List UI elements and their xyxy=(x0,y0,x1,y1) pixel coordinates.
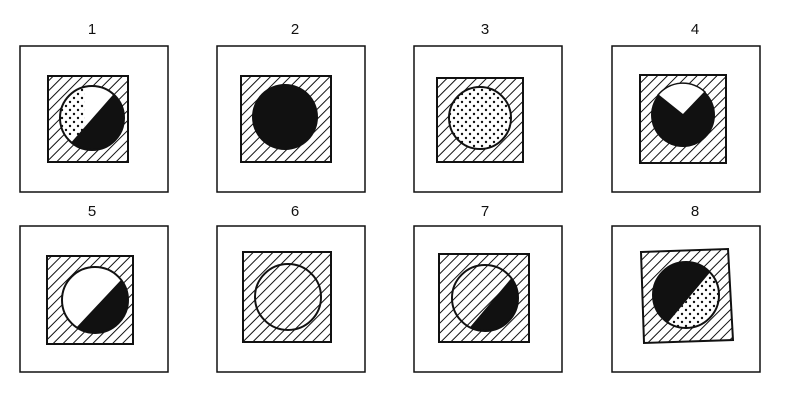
hatched-square xyxy=(242,251,332,343)
figure-frame xyxy=(216,225,366,373)
figure-7: 7 xyxy=(413,203,563,373)
figure-number: 1 xyxy=(88,21,96,38)
figure-number: 7 xyxy=(481,203,489,220)
figure-number: 6 xyxy=(291,203,299,220)
figure-frame xyxy=(413,45,563,193)
figure-number: 4 xyxy=(691,21,699,38)
figure-4: 4 xyxy=(611,21,761,193)
figure-frame xyxy=(216,45,366,193)
black-circle xyxy=(252,84,318,150)
figure-number: 5 xyxy=(88,203,96,220)
figure-number: 2 xyxy=(291,21,299,38)
figure-5: 5 xyxy=(19,203,169,373)
figure-frame xyxy=(19,225,169,373)
figure-frame xyxy=(19,45,169,193)
figure-number: 8 xyxy=(691,203,699,220)
figure-frame xyxy=(611,45,761,193)
hatched-circle xyxy=(254,263,322,331)
figure-frame xyxy=(611,225,761,373)
figure-8: 8 xyxy=(611,203,761,373)
figure-3: 3 xyxy=(413,21,563,193)
figure-2: 2 xyxy=(216,21,366,193)
dotted-circle xyxy=(448,86,512,150)
figure-6: 6 xyxy=(216,203,366,373)
figure-number: 3 xyxy=(481,21,489,38)
white-wedge xyxy=(656,82,707,117)
figure-frame xyxy=(413,225,563,373)
figure-1: 1 xyxy=(19,21,169,193)
